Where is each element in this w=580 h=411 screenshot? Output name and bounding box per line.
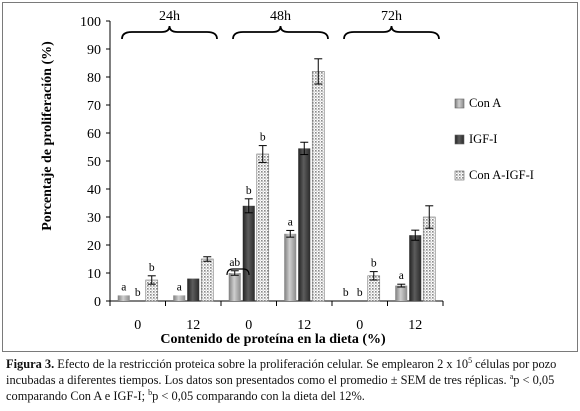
significance-letter: b <box>343 287 349 299</box>
time-group-label: 72h <box>381 9 402 24</box>
significance-letter: b <box>260 132 266 144</box>
y-tick-label: 10 <box>87 267 101 282</box>
x-tick-label: 12 <box>408 318 422 333</box>
legend-label: Con A-IGF-I <box>469 168 534 182</box>
x-axis-title: Contenido de proteína en la dieta (%) <box>160 332 386 347</box>
y-axis-title: Porcentaje de proliferación (%) <box>40 41 55 231</box>
y-tick-label: 20 <box>87 239 101 254</box>
x-tick-label: 0 <box>245 318 252 333</box>
time-brace <box>343 25 440 40</box>
y-tick-label: 60 <box>87 127 101 142</box>
bar-igf-i <box>409 235 422 301</box>
note-b-text: p < 0,05 comparando con la dieta del 12%… <box>152 389 365 403</box>
significance-letter: b <box>246 185 252 197</box>
time-brace <box>121 25 218 40</box>
bar-con-a-igf-i <box>422 216 436 302</box>
y-tick-label: 80 <box>87 71 101 86</box>
bar-con-a <box>228 273 241 301</box>
legend-swatch <box>454 98 465 109</box>
legend-label: Con A <box>469 96 501 110</box>
x-tick-label: 0 <box>356 318 363 333</box>
significance-letter: a <box>288 216 293 228</box>
note-a-marker: a <box>509 371 514 381</box>
bar-con-a <box>173 295 186 301</box>
y-tick-label: 50 <box>87 155 101 170</box>
caption-text-1: Efecto de la restricción proteica sobre … <box>54 357 469 371</box>
bar-igf-i <box>242 205 255 301</box>
bar-con-a <box>395 285 408 301</box>
bar-igf-i <box>298 148 311 301</box>
y-tick-label: 40 <box>87 183 101 198</box>
bar-con-a-igf-i <box>311 71 325 302</box>
figure-caption: Figura 3. Efecto de la restricción prote… <box>6 356 574 404</box>
bar-igf-i <box>187 278 200 301</box>
time-group-label: 48h <box>270 9 291 24</box>
y-tick-label: 30 <box>87 211 101 226</box>
time-group-label: 24h <box>159 9 180 24</box>
note-b-marker: b <box>148 387 153 397</box>
significance-letter: a <box>177 281 182 293</box>
significance-letter: b <box>357 287 363 299</box>
significance-letter: a <box>121 281 126 293</box>
bar-con-a-igf-i <box>200 258 214 302</box>
y-tick-label: 100 <box>80 15 101 30</box>
x-tick-label: 0 <box>134 318 141 333</box>
time-brace <box>232 25 329 40</box>
group-brace <box>226 268 250 276</box>
legend-label: IGF-I <box>469 132 497 146</box>
figure-frame: 0 10 20 30 40 50 60 70 80 90 100 0 12 0 12 0 12 a b b a ab b b… <box>2 2 578 352</box>
figure-label: Figura 3. <box>6 357 55 371</box>
bar-con-a <box>284 233 297 301</box>
significance-letter: b <box>371 258 377 270</box>
legend-swatch <box>454 134 465 145</box>
x-tick-label: 12 <box>186 318 200 333</box>
note-a-text: p < 0,05 comparando Con A e IGF-I; <box>6 373 555 403</box>
caption-exponent: 5 <box>468 355 473 365</box>
caption-text-2: células por pozo incubadas a diferentes … <box>6 357 557 387</box>
legend-swatch <box>454 170 465 181</box>
significance-letter: ab <box>229 257 240 269</box>
y-tick-label: 90 <box>87 43 101 58</box>
significance-letter: a <box>399 270 404 282</box>
bar-con-a <box>117 295 130 301</box>
significance-letter: b <box>135 287 141 299</box>
significance-letter: b <box>149 262 155 274</box>
x-tick-label: 12 <box>297 318 311 333</box>
y-tick-label: 70 <box>87 99 101 114</box>
bar-con-a-igf-i <box>256 153 270 302</box>
y-tick-label: 0 <box>94 295 101 310</box>
